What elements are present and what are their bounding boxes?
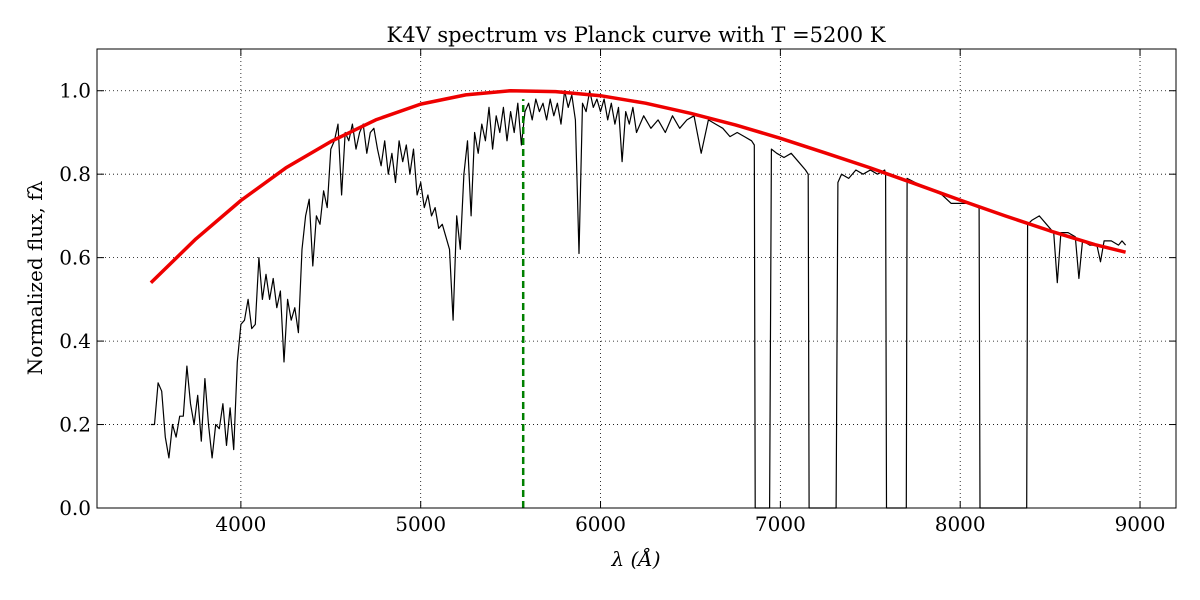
- plot-frame: [96, 48, 1177, 509]
- chart-title: K4V spectrum vs Planck curve with T =520…: [387, 23, 886, 47]
- y-tick-label: 0.4: [59, 329, 91, 353]
- y-tick-label: 1.0: [59, 79, 91, 103]
- x-tick-label: 7000: [755, 512, 806, 536]
- y-tick-label: 0.0: [59, 496, 91, 520]
- series-line: [149, 88, 1127, 284]
- y-axis-label: Normalized flux, fλ: [23, 180, 47, 375]
- x-tick-label: 4000: [215, 512, 266, 536]
- y-tick-label: 0.8: [59, 162, 91, 186]
- x-tick-label: 9000: [1115, 512, 1166, 536]
- series-line: [150, 90, 1127, 509]
- x-tick-label: 8000: [935, 512, 986, 536]
- y-tick-label: 0.6: [59, 246, 91, 270]
- x-tick-label: 6000: [575, 512, 626, 536]
- x-tick-label: 5000: [395, 512, 446, 536]
- x-axis-label: λ (Å): [610, 546, 660, 571]
- y-tick-label: 0.2: [59, 413, 91, 437]
